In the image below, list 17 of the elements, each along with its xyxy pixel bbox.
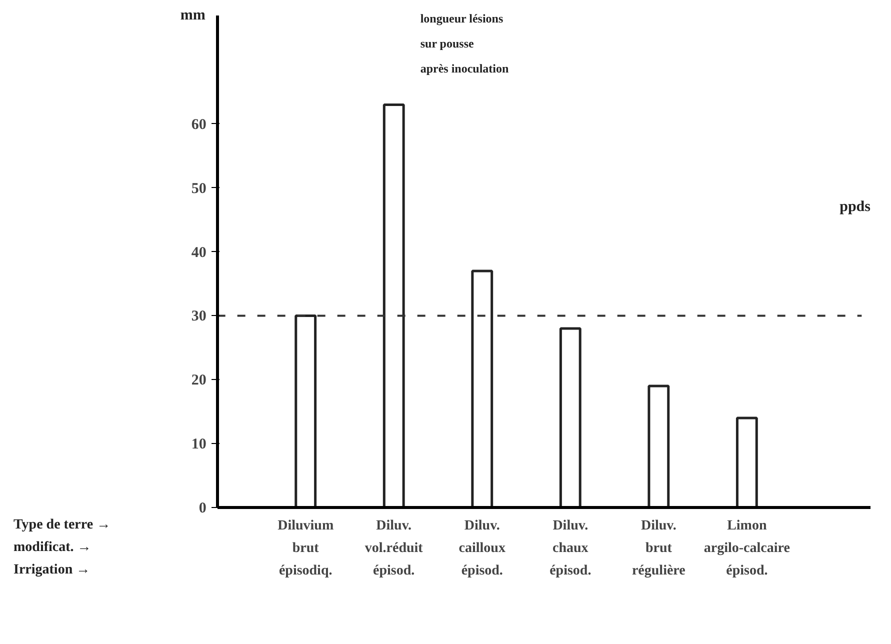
y-tick-label: 60 (191, 116, 206, 133)
x-tick-label: Limon argilo-calcaire épisod. (704, 518, 790, 578)
y-tick-label: 40 (191, 244, 206, 261)
x-tick-label: Diluvium brut épisodiq. (278, 518, 334, 578)
x-tick-label: Diluv. chaux épisod. (550, 518, 592, 578)
y-tick-label: 30 (191, 308, 206, 325)
y-tick-label: 20 (191, 372, 206, 389)
y-tick-label: 50 (191, 180, 206, 197)
y-tick-label: 0 (198, 500, 206, 516)
y-axis-title: mm (180, 7, 206, 24)
annotation: ppds (840, 198, 871, 215)
x-tick-label: Diluv. vol.réduit épisod. (364, 518, 424, 578)
text: Type de terre → modificat. → Irrigation → (14, 517, 111, 578)
x-tick-label: Diluv. cailloux épisod. (458, 518, 506, 578)
x-tick-label: Diluv. brut régulière (632, 518, 686, 578)
y-tick-label: 10 (191, 436, 206, 452)
text: longueur lésions sur pousse après inoculation (420, 11, 510, 76)
